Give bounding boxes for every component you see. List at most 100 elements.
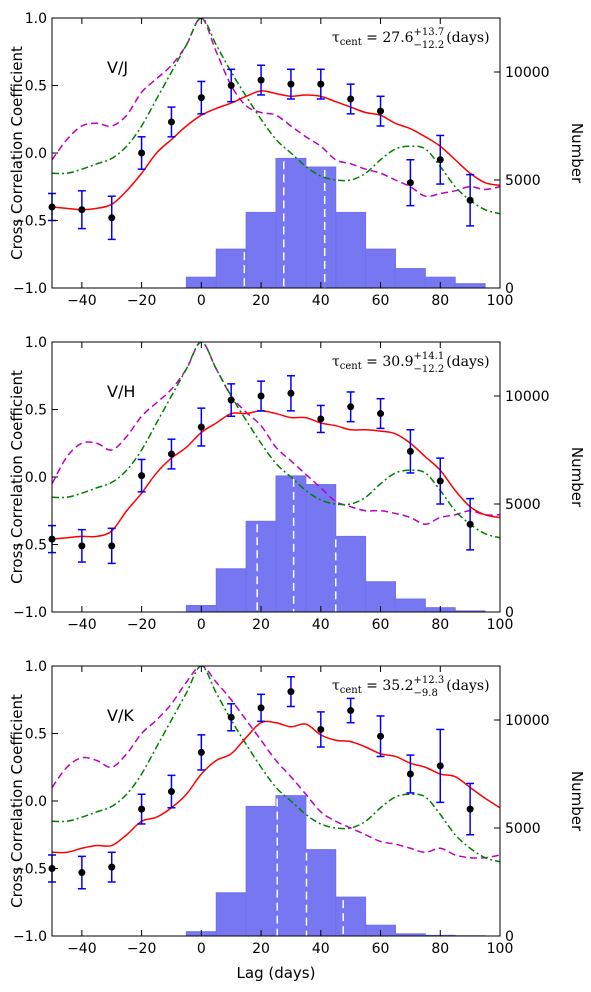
- dcf-point: [197, 734, 206, 771]
- ccf-curve: [52, 410, 500, 540]
- hist-bar: [305, 849, 337, 936]
- y2-tick-label: 5000: [505, 173, 541, 189]
- data-point: [287, 80, 295, 88]
- dcf-point: [107, 195, 116, 241]
- tau-plus: +14.1: [414, 351, 445, 362]
- acf-driver-curve: [52, 342, 500, 539]
- ccf-curve: [52, 720, 500, 854]
- dcf-point: [167, 774, 176, 809]
- dcf-point: [227, 383, 236, 417]
- data-point: [377, 732, 385, 740]
- data-point: [257, 704, 265, 712]
- hist-bar: [275, 475, 307, 612]
- x-tick-label: 0: [197, 293, 206, 309]
- hist-bar: [215, 892, 247, 936]
- dcf-point: [227, 68, 236, 103]
- dcf-point: [436, 728, 445, 804]
- x-tick-label: 20: [252, 293, 270, 309]
- dcf-point: [286, 676, 295, 708]
- hist-bar: [335, 535, 367, 612]
- x-tick-label: 60: [372, 617, 390, 633]
- dcf-point: [137, 793, 146, 825]
- data-point: [138, 149, 146, 157]
- tau-minus: −12.2: [414, 40, 445, 51]
- data-point: [377, 410, 385, 418]
- lag-dashed-markers: [276, 798, 344, 936]
- tau-unit: (days): [446, 30, 489, 46]
- y-tick-label: −1.0: [13, 605, 47, 621]
- ticks: −40 −20 0 20 40 60 80 100 1.0 0.5 0.0 −0.5 −1.0 10000…: [13, 11, 550, 309]
- x-tick-label: −40: [67, 941, 97, 957]
- dcf-point: [406, 429, 415, 474]
- ticks: −40 −20 0 20 40 60 80 100 1.0 0.5 0.0 −0.5 −1.0 10000…: [13, 659, 550, 957]
- y-tick-label: −0.5: [13, 862, 47, 878]
- y2-tick-label: 0: [505, 281, 514, 297]
- data-point: [227, 713, 235, 721]
- x-tick-label: −20: [127, 617, 157, 633]
- y-axis-label-left: Cross Correlation Coefficient: [8, 46, 26, 260]
- data-point: [466, 805, 474, 813]
- tau-unit: (days): [446, 678, 489, 694]
- panel-label: V/H: [107, 382, 135, 401]
- x-tick-label: 100: [487, 293, 514, 309]
- dcf-point: [376, 95, 385, 127]
- x-tick-label: 80: [431, 293, 449, 309]
- x-tick-label: 0: [197, 941, 206, 957]
- ticks: −40 −20 0 20 40 60 80 100 1.0 0.5 0.0 −0.5 −1.0 10000…: [13, 335, 550, 633]
- panel-label: V/J: [107, 58, 128, 77]
- y-tick-label: 0.0: [25, 470, 47, 486]
- data-point: [78, 206, 86, 214]
- hist-bar: [305, 484, 337, 612]
- y-tick-label: 1.0: [25, 659, 47, 675]
- dcf-point: [107, 851, 116, 883]
- acf-resp-curve: [52, 18, 500, 198]
- x-tick-label: 20: [252, 617, 270, 633]
- y-axis-label-right: Number: [568, 123, 586, 184]
- tau-minus: −12.2: [414, 364, 445, 375]
- data-point: [406, 447, 414, 455]
- data-point: [287, 389, 295, 397]
- tau-value: 30.9: [382, 354, 413, 370]
- y2-tick-label: 0: [505, 929, 514, 945]
- lag-dashed-markers: [256, 478, 337, 612]
- dcf-point: [376, 397, 385, 430]
- y-tick-label: −0.5: [13, 214, 47, 230]
- dcf-point: [346, 391, 355, 423]
- y-tick-label: 0.5: [25, 727, 47, 743]
- tau-cent: τcent = 30.9+14.1 −12.2 (days): [332, 351, 490, 375]
- y2-tick-label: 10000: [505, 713, 550, 729]
- x-tick-label: 60: [372, 941, 390, 957]
- data-point: [197, 748, 205, 756]
- dcf-point: [227, 703, 236, 732]
- y-tick-label: 0.0: [25, 146, 47, 162]
- dcf-point: [167, 106, 176, 138]
- data-point: [347, 95, 355, 103]
- x-tick-label: −20: [127, 293, 157, 309]
- dcf-point: [406, 754, 415, 794]
- data-point: [317, 725, 325, 733]
- data-point: [108, 863, 116, 871]
- y-tick-label: −1.0: [13, 929, 47, 945]
- hist-bar: [245, 211, 277, 288]
- data-point: [436, 156, 444, 164]
- y2-tick-label: 5000: [505, 821, 541, 837]
- x-tick-label: 0: [197, 617, 206, 633]
- dcf-point: [257, 693, 266, 723]
- hist-bar: [275, 795, 307, 936]
- tau-plus: +12.3: [414, 675, 445, 686]
- y-tick-label: −1.0: [13, 281, 47, 297]
- ccf-curve: [52, 90, 500, 211]
- hist-bar: [305, 166, 337, 288]
- dcf-point: [137, 136, 146, 170]
- dcf-point: [406, 159, 415, 207]
- dcf-point: [316, 404, 325, 434]
- dcf-point: [376, 715, 385, 758]
- data-point: [436, 477, 444, 485]
- histogram: [185, 475, 486, 612]
- x-tick-label: 40: [312, 293, 330, 309]
- dcf-point: [77, 855, 86, 890]
- y2-tick-label: 5000: [505, 497, 541, 513]
- data-point: [317, 80, 325, 88]
- x-tick-label: 60: [372, 293, 390, 309]
- data-point: [287, 688, 295, 696]
